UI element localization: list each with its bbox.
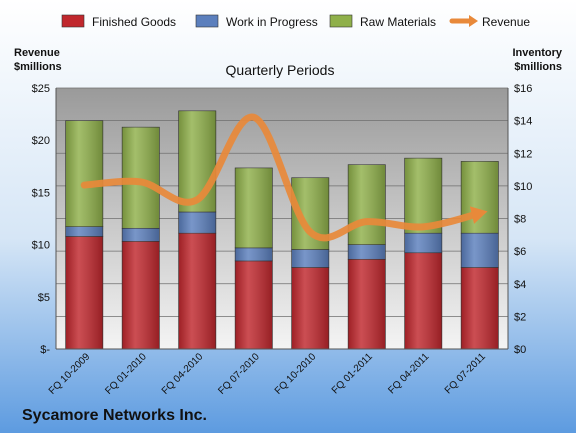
legend-layer: Finished Goods Work in Progress Raw Materi… [61, 14, 530, 29]
right-tick-label: $8 [514, 214, 526, 226]
bar-shading [348, 244, 386, 260]
right-tick-label: $6 [514, 246, 526, 258]
bar-shading [461, 161, 499, 234]
line-layer [80, 113, 488, 242]
revenue-arrowhead [469, 206, 488, 224]
legend-swatch-raw-materials [329, 14, 353, 28]
right-tick-label: $0 [514, 344, 526, 356]
bar-shading [291, 249, 329, 268]
bar-shading [461, 233, 499, 268]
revenue-line [80, 113, 484, 242]
left-axis-label-line2: $millions [14, 61, 62, 73]
left-tick-label: $20 [32, 135, 50, 147]
bar-shading [65, 120, 103, 227]
bar-shading [404, 233, 442, 253]
right-tick-label: $14 [514, 116, 532, 128]
bar-shading [461, 267, 499, 349]
right-tick-label: $16 [514, 83, 532, 95]
bar-shading [178, 233, 216, 349]
bar-shading [235, 167, 273, 248]
bar-shading [404, 252, 442, 349]
legend-arrow-icon [469, 15, 478, 27]
left-tick-label: $10 [32, 240, 50, 252]
bar-shading [404, 158, 442, 234]
bar-shading [348, 164, 386, 245]
bar-shading [235, 260, 273, 349]
legend-swatch-finished-goods [61, 14, 85, 28]
bar-shading [65, 226, 103, 237]
company-name: Sycamore Networks Inc. [22, 407, 207, 424]
chart-title: Quarterly Periods [226, 62, 335, 78]
bar-shading [178, 211, 216, 234]
left-tick-label: $15 [32, 187, 50, 199]
bar-shading [122, 228, 160, 242]
legend-label: Finished Goods [92, 15, 176, 29]
right-tick-label: $12 [514, 148, 532, 160]
legend-swatch-work-in-progress [195, 14, 219, 28]
right-axis-label-line1: Inventory [512, 47, 562, 59]
bar-shading [235, 247, 273, 261]
legend-label: Work in Progress [226, 15, 318, 29]
legend-label: Raw Materials [360, 15, 436, 29]
right-tick-label: $2 [514, 311, 526, 323]
bar-shading [178, 110, 216, 212]
bar-shading [348, 259, 386, 349]
right-tick-label: $10 [514, 181, 532, 193]
right-axis-label-line2: $millions [514, 61, 562, 73]
legend-label: Revenue [482, 15, 530, 29]
bar-shading [65, 236, 103, 349]
left-tick-label: $25 [32, 83, 50, 95]
left-tick-label: $5 [38, 292, 50, 304]
left-tick-label: $- [40, 344, 50, 356]
bar-shading [291, 267, 329, 349]
bar-shading [122, 127, 160, 229]
bar-shading [122, 241, 160, 349]
left-axis-label-line1: Revenue [14, 47, 60, 59]
bar-layer [65, 110, 499, 350]
right-tick-label: $4 [514, 279, 526, 291]
